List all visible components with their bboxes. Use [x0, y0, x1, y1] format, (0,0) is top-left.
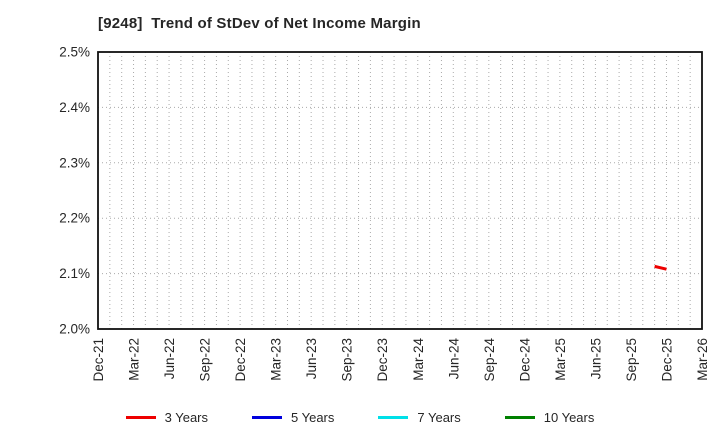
x-tick-label: Mar-22 — [127, 338, 142, 381]
x-tick-label: Jun-24 — [446, 338, 461, 380]
legend-item-3-years: 3 Years — [125, 409, 208, 425]
x-tick-label: Mar-26 — [695, 338, 710, 381]
x-tick-label: Dec-23 — [375, 338, 390, 382]
y-tick-label: 2.0% — [59, 322, 90, 337]
x-tick-label: Jun-22 — [162, 338, 177, 379]
x-tick-label: Sep-23 — [340, 338, 355, 382]
legend-swatch — [504, 415, 535, 419]
x-tick-label: Dec-24 — [517, 338, 532, 382]
x-tick-label: Sep-25 — [624, 338, 639, 382]
y-tick-label: 2.4% — [59, 100, 90, 115]
legend-swatch — [378, 415, 409, 419]
legend-item-7-years: 7 Years — [378, 409, 461, 425]
legend-label: 7 Years — [417, 409, 461, 425]
x-tick-label: Mar-23 — [269, 338, 284, 381]
legend: 3 Years 5 Years 7 Years 10 Years — [0, 402, 720, 432]
legend-swatch — [125, 415, 156, 419]
x-tick-label: Mar-24 — [411, 338, 426, 381]
y-tick-label: 2.5% — [59, 45, 90, 60]
legend-label: 3 Years — [164, 409, 208, 425]
legend-label: 5 Years — [291, 409, 335, 425]
series-line-3-years — [654, 264, 667, 271]
x-tick-label: Mar-25 — [553, 338, 568, 381]
x-tick-label: Dec-21 — [91, 338, 106, 382]
legend-item-5-years: 5 Years — [252, 410, 334, 425]
y-tick-label: 2.2% — [59, 211, 90, 226]
legend-label: 10 Years — [543, 409, 595, 425]
x-tick-label: Jun-23 — [304, 338, 319, 379]
x-tick-label: Dec-25 — [659, 338, 674, 382]
legend-item-10-years: 10 Years — [504, 409, 595, 425]
x-tick-label: Sep-24 — [482, 338, 497, 382]
plot-border — [97, 51, 703, 330]
legend-swatch — [252, 415, 282, 419]
chart-title: [9248] Trend of StDev of Net Income Marg… — [98, 15, 421, 32]
y-tick-label: 2.1% — [59, 266, 90, 281]
x-tick-label: Sep-22 — [198, 338, 213, 382]
x-tick-label: Dec-22 — [233, 338, 248, 382]
x-tick-label: Jun-25 — [588, 338, 603, 379]
y-tick-label: 2.3% — [59, 155, 90, 170]
